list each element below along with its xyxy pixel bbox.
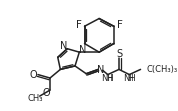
- Text: N: N: [60, 41, 67, 51]
- Text: N: N: [97, 65, 104, 75]
- Text: C(CH₃)₃: C(CH₃)₃: [146, 65, 178, 74]
- Text: H: H: [127, 74, 133, 83]
- Text: NH: NH: [123, 74, 136, 83]
- Text: O: O: [43, 88, 50, 98]
- Text: F: F: [117, 20, 123, 30]
- Text: N: N: [79, 45, 87, 55]
- Text: H: H: [106, 74, 112, 83]
- Text: NH: NH: [101, 74, 114, 83]
- Text: F: F: [75, 20, 81, 30]
- Text: O: O: [30, 70, 37, 80]
- Text: CH₃: CH₃: [28, 94, 43, 103]
- Text: S: S: [116, 49, 122, 59]
